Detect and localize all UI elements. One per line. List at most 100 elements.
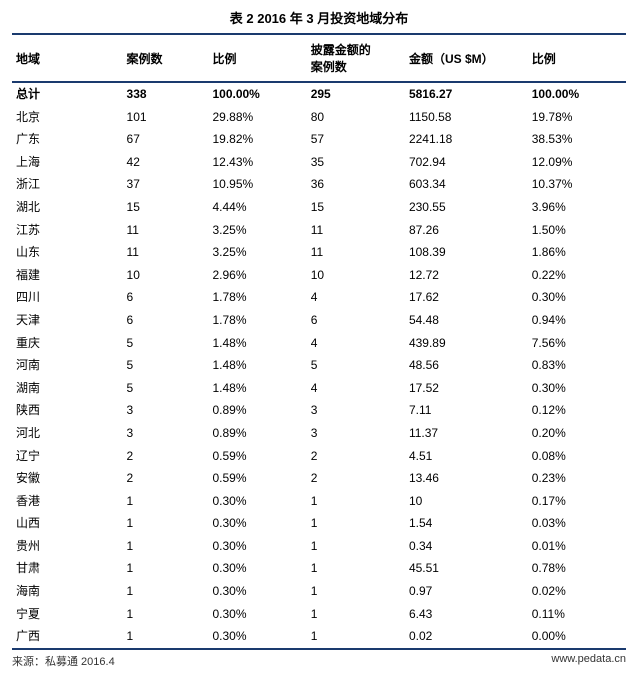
table-cell: 19.78% xyxy=(528,106,626,129)
table-cell: 0.30% xyxy=(208,580,306,603)
table-row: 广东6719.82%572241.1838.53% xyxy=(12,128,626,151)
table-cell: 0.12% xyxy=(528,399,626,422)
table-cell: 29.88% xyxy=(208,106,306,129)
table-cell: 河南 xyxy=(12,354,123,377)
table-cell: 67 xyxy=(123,128,209,151)
table-cell: 108.39 xyxy=(405,241,528,264)
table-cell: 15 xyxy=(123,196,209,219)
table-cell: 2.96% xyxy=(208,264,306,287)
table-cell: 0.97 xyxy=(405,580,528,603)
table-header-row: 地域案例数比例披露金额的案例数金额（US $M）比例 xyxy=(12,34,626,82)
table-cell: 5 xyxy=(123,332,209,355)
column-header: 地域 xyxy=(12,34,123,82)
table-cell: 1 xyxy=(123,535,209,558)
table-cell: 山西 xyxy=(12,512,123,535)
table-row: 陕西30.89%37.110.12% xyxy=(12,399,626,422)
table-cell: 贵州 xyxy=(12,535,123,558)
table-title: 表 2 2016 年 3 月投资地域分布 xyxy=(12,8,626,27)
table-cell: 0.89% xyxy=(208,399,306,422)
table-cell: 12.43% xyxy=(208,151,306,174)
table-cell: 5816.27 xyxy=(405,82,528,106)
table-cell: 安徽 xyxy=(12,467,123,490)
table-cell: 1 xyxy=(123,512,209,535)
table-cell: 1.78% xyxy=(208,286,306,309)
table-cell: 湖北 xyxy=(12,196,123,219)
table-cell: 重庆 xyxy=(12,332,123,355)
table-cell: 1 xyxy=(307,625,405,649)
table-cell: 0.20% xyxy=(528,422,626,445)
table-cell: 38.53% xyxy=(528,128,626,151)
table-cell: 0.11% xyxy=(528,603,626,626)
table-cell: 10.95% xyxy=(208,173,306,196)
table-row: 香港10.30%1100.17% xyxy=(12,490,626,513)
table-row: 重庆51.48%4439.897.56% xyxy=(12,332,626,355)
table-cell: 2 xyxy=(123,445,209,468)
table-cell: 7.56% xyxy=(528,332,626,355)
table-cell: 湖南 xyxy=(12,377,123,400)
table-cell: 11.37 xyxy=(405,422,528,445)
table-cell: 5 xyxy=(123,377,209,400)
table-row: 湖南51.48%417.520.30% xyxy=(12,377,626,400)
table-cell: 35 xyxy=(307,151,405,174)
table-cell: 3 xyxy=(123,422,209,445)
table-cell: 6 xyxy=(123,309,209,332)
table-cell: 6.43 xyxy=(405,603,528,626)
table-cell: 5 xyxy=(123,354,209,377)
table-cell: 0.00% xyxy=(528,625,626,649)
table-cell: 7.11 xyxy=(405,399,528,422)
table-cell: 1 xyxy=(307,490,405,513)
table-cell: 1 xyxy=(123,580,209,603)
table-cell: 0.83% xyxy=(528,354,626,377)
table-cell: 3 xyxy=(123,399,209,422)
table-row: 浙江3710.95%36603.3410.37% xyxy=(12,173,626,196)
table-row: 河北30.89%311.370.20% xyxy=(12,422,626,445)
table-cell: 13.46 xyxy=(405,467,528,490)
table-cell: 浙江 xyxy=(12,173,123,196)
table-cell: 1 xyxy=(123,625,209,649)
table-cell: 42 xyxy=(123,151,209,174)
table-row: 北京10129.88%801150.5819.78% xyxy=(12,106,626,129)
table-cell: 辽宁 xyxy=(12,445,123,468)
table-cell: 100.00% xyxy=(528,82,626,106)
table-cell: 4 xyxy=(307,377,405,400)
table-cell: 1.86% xyxy=(528,241,626,264)
table-cell: 11 xyxy=(307,219,405,242)
table-cell: 2 xyxy=(307,467,405,490)
table-cell: 1.50% xyxy=(528,219,626,242)
table-cell: 2241.18 xyxy=(405,128,528,151)
table-cell: 山东 xyxy=(12,241,123,264)
table-cell: 4 xyxy=(307,286,405,309)
table-cell: 0.22% xyxy=(528,264,626,287)
table-cell: 1 xyxy=(123,490,209,513)
table-cell: 0.30% xyxy=(528,377,626,400)
footer-url: www.pedata.cn xyxy=(551,653,626,669)
table-cell: 1 xyxy=(123,603,209,626)
investment-region-table: 地域案例数比例披露金额的案例数金额（US $M）比例 总计338100.00%2… xyxy=(12,33,626,650)
table-cell: 1 xyxy=(307,535,405,558)
table-cell: 3.25% xyxy=(208,219,306,242)
table-body: 总计338100.00%2955816.27100.00%北京10129.88%… xyxy=(12,82,626,649)
table-cell: 11 xyxy=(123,219,209,242)
table-row: 上海4212.43%35702.9412.09% xyxy=(12,151,626,174)
table-cell: 0.08% xyxy=(528,445,626,468)
table-cell: 1 xyxy=(307,512,405,535)
table-cell: 1.78% xyxy=(208,309,306,332)
table-cell: 0.02% xyxy=(528,580,626,603)
table-cell: 4.51 xyxy=(405,445,528,468)
table-cell: 广东 xyxy=(12,128,123,151)
table-cell: 2 xyxy=(123,467,209,490)
table-cell: 0.30% xyxy=(208,490,306,513)
table-cell: 2 xyxy=(307,445,405,468)
table-cell: 0.30% xyxy=(208,512,306,535)
table-row: 河南51.48%548.560.83% xyxy=(12,354,626,377)
table-cell: 0.17% xyxy=(528,490,626,513)
column-header: 比例 xyxy=(208,34,306,82)
table-cell: 702.94 xyxy=(405,151,528,174)
table-cell: 陕西 xyxy=(12,399,123,422)
table-cell: 香港 xyxy=(12,490,123,513)
table-row: 四川61.78%417.620.30% xyxy=(12,286,626,309)
table-cell: 广西 xyxy=(12,625,123,649)
table-cell: 1 xyxy=(307,580,405,603)
table-cell: 10 xyxy=(405,490,528,513)
column-header: 披露金额的案例数 xyxy=(307,34,405,82)
